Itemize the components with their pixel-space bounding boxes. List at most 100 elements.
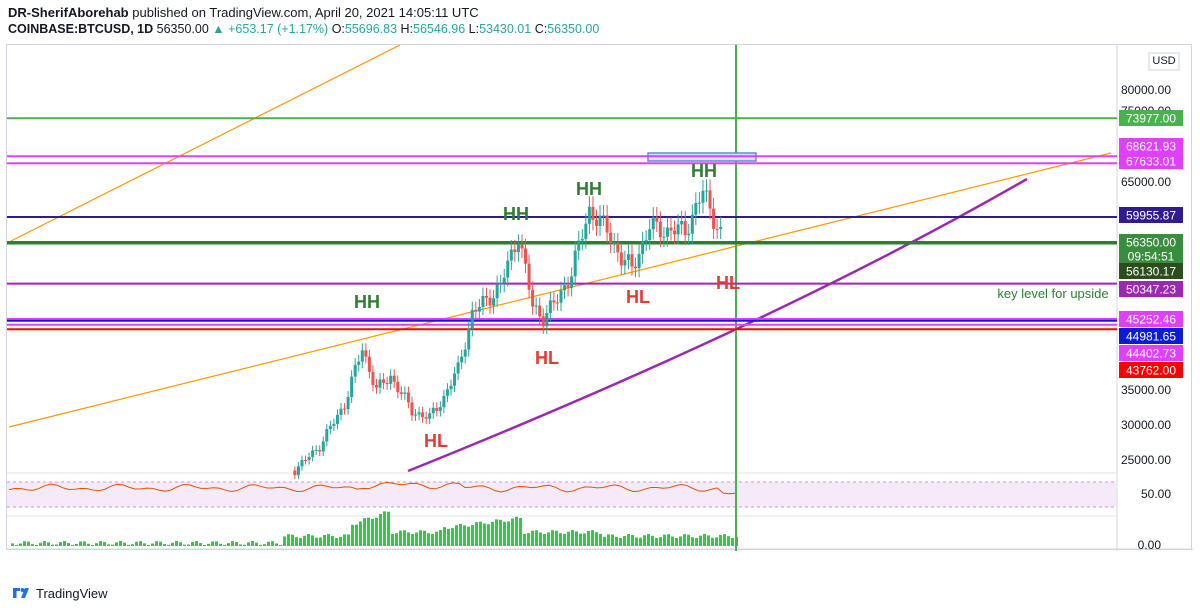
candle-body — [662, 236, 666, 238]
price-label-bg[interactable] — [1119, 207, 1183, 223]
candle-body — [311, 450, 315, 457]
volume-bar — [151, 543, 154, 546]
candle-body — [623, 259, 627, 266]
price-label[interactable]: 50347.23 — [1126, 283, 1176, 297]
rsi-band — [7, 482, 1117, 507]
parabolic-support-curve[interactable] — [407, 177, 1028, 473]
candle-body — [616, 242, 620, 253]
candle-body — [673, 230, 677, 235]
candle-body — [499, 283, 503, 285]
candle-body — [456, 362, 460, 374]
chart-frame[interactable]: HH HH HH HH HL HL HL HL key level for upside 800… — [6, 44, 1193, 571]
price-label-bg[interactable] — [1119, 311, 1183, 327]
candle-body — [382, 379, 386, 383]
volume-bar — [423, 530, 426, 546]
volume-bar — [427, 533, 430, 546]
candle-body — [481, 296, 485, 307]
volume-bar — [299, 537, 302, 546]
candle-body — [470, 309, 474, 329]
candle-body — [328, 425, 332, 430]
price-label[interactable]: 59955.87 — [1126, 209, 1176, 223]
upper-channel-line[interactable] — [8, 44, 401, 243]
candle-body — [602, 215, 606, 217]
candle-body — [548, 300, 552, 314]
candle-body — [506, 260, 510, 278]
volume-bar — [339, 536, 342, 546]
candle-body — [335, 414, 339, 424]
volume-bar — [639, 537, 642, 546]
price-label-bg[interactable] — [1119, 248, 1183, 264]
volume-bar — [295, 537, 298, 546]
price-label-bg[interactable] — [1119, 328, 1183, 344]
volume-bar — [63, 541, 66, 546]
price-label[interactable]: 45252.46 — [1126, 313, 1176, 327]
candle-body — [694, 203, 698, 215]
candle-body — [570, 276, 574, 288]
high-label: H: — [400, 22, 414, 36]
price-label[interactable]: 09:54:51 — [1128, 250, 1175, 264]
candle-body — [360, 350, 364, 362]
price-label[interactable]: 56130.17 — [1126, 265, 1176, 279]
volume-bar — [103, 541, 106, 546]
price-label-bg[interactable] — [1119, 362, 1183, 378]
price-label-bg[interactable] — [1119, 345, 1183, 361]
price-label-bg[interactable] — [1119, 153, 1183, 169]
currency-box[interactable] — [1148, 52, 1180, 71]
price-label-bg[interactable] — [1119, 263, 1183, 279]
candle-body — [655, 217, 659, 222]
candle-body — [591, 206, 595, 221]
author-name[interactable]: DR-SherifAborehab — [8, 5, 129, 20]
price-label[interactable]: 44402.73 — [1126, 347, 1176, 361]
volume-bar — [139, 541, 142, 546]
price-label[interactable]: 73977.00 — [1126, 112, 1176, 126]
candle-body — [719, 226, 723, 229]
candle-body — [644, 240, 648, 242]
price-axis[interactable]: 80000.0075000.0065000.0035000.0030000.00… — [1119, 52, 1183, 552]
volume-bar — [611, 534, 614, 546]
price-label-bg[interactable] — [1119, 110, 1183, 126]
volume-bar — [383, 511, 386, 546]
price-label[interactable]: 56350.00 — [1126, 236, 1176, 250]
price-label-bg[interactable] — [1119, 234, 1183, 250]
horizontal-levels[interactable] — [7, 117, 1117, 331]
volume-bar — [95, 543, 98, 546]
tradingview-logo-icon[interactable] — [12, 586, 30, 600]
volume-bar — [651, 535, 654, 546]
price-label[interactable]: 44981.65 — [1126, 330, 1176, 344]
volume-bar — [79, 541, 82, 546]
volume-bar — [395, 533, 398, 546]
candle-body — [442, 395, 446, 408]
volume-bar — [391, 533, 394, 546]
candle-body — [704, 190, 708, 192]
price-label[interactable]: 43762.00 — [1126, 364, 1176, 378]
symbol-name[interactable]: COINBASE:BTCUSD, 1D — [8, 22, 154, 36]
volume-bar — [455, 525, 458, 546]
volume-bar — [227, 543, 230, 546]
price-label[interactable]: 68621.93 — [1126, 140, 1176, 154]
candle-body — [559, 290, 563, 303]
symbol-info: COINBASE:BTCUSD, 1D 56350.00 ▲ +653.17 (… — [8, 22, 599, 36]
volume-bar — [47, 542, 50, 546]
tradingview-brand[interactable]: TradingView — [36, 586, 108, 601]
candle-body — [619, 252, 623, 266]
candle-body — [438, 407, 442, 411]
volume-bar — [671, 536, 674, 546]
volume-bar — [11, 543, 14, 546]
volume-bar — [643, 535, 646, 546]
candle-body — [612, 242, 616, 244]
price-label[interactable]: 67633.01 — [1126, 155, 1176, 169]
price-chart[interactable]: HH HH HH HH HL HL HL HL key level for upside 800… — [7, 44, 1193, 571]
volume-bar — [459, 523, 462, 546]
rising-support-trendline[interactable] — [8, 152, 1112, 428]
price-label-bg[interactable] — [1119, 281, 1183, 297]
rsi-tick-label: 50.00 — [1141, 487, 1171, 501]
price-label-bg[interactable] — [1119, 138, 1183, 154]
volume-bar — [67, 543, 70, 546]
volume-bar — [403, 530, 406, 546]
volume-bar — [375, 517, 378, 546]
volume-bar — [555, 530, 558, 546]
volume-bar — [187, 544, 190, 546]
volume-bar — [479, 521, 482, 546]
volume-bar — [615, 536, 618, 546]
volume-bar — [115, 542, 118, 546]
